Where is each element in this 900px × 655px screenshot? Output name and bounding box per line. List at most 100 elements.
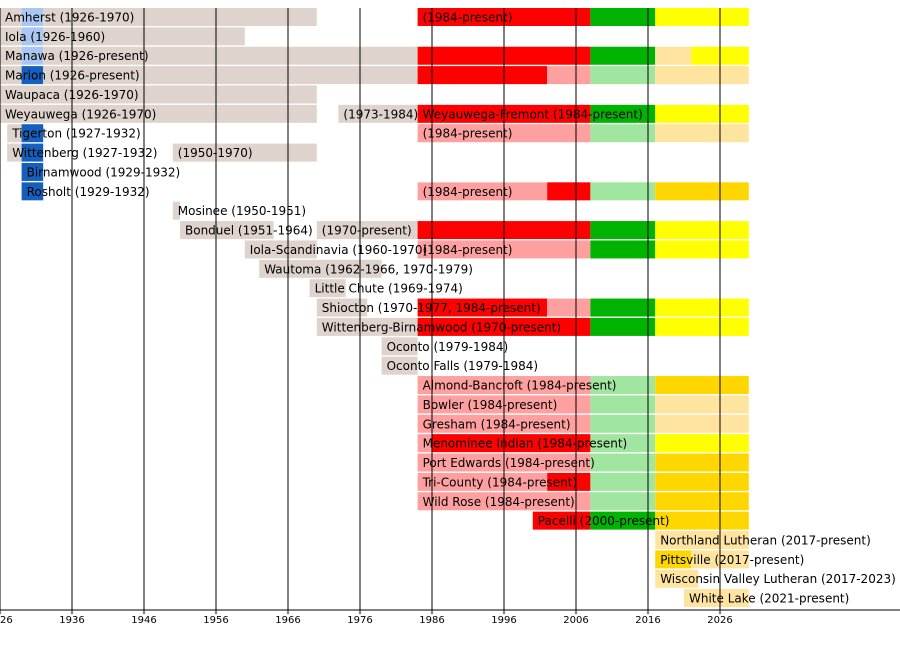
x-tick-label: 2016 — [635, 615, 660, 626]
segment — [655, 317, 749, 336]
segment — [381, 356, 418, 375]
segment — [655, 530, 749, 549]
segment — [590, 104, 656, 123]
segment-label: Tri-County (1984-present) — [422, 475, 578, 489]
segment — [172, 201, 180, 220]
x-tick-label: 1976 — [347, 615, 372, 626]
segment — [43, 8, 317, 26]
segment — [655, 124, 749, 143]
segment — [655, 66, 749, 85]
segment — [417, 182, 548, 201]
segment — [316, 221, 418, 240]
segment-label: (1984-present) — [423, 185, 513, 199]
segment — [655, 414, 749, 433]
segment — [590, 453, 656, 472]
segment — [590, 298, 656, 317]
segment-label: Amherst (1926-1970) — [5, 11, 134, 25]
segment — [7, 143, 22, 162]
segment-label: (1973-1984) — [343, 107, 418, 121]
grid — [0, 8, 900, 614]
segment — [547, 298, 591, 317]
segment-label: Wittenberg (1927-1932) — [12, 146, 157, 160]
segment — [655, 182, 749, 201]
segment-label: Almond-Bancroft (1984-present) — [423, 379, 617, 393]
segment-label: Rosholt (1929-1932) — [27, 185, 150, 199]
segment — [21, 124, 44, 143]
segment-label: Pittsville (2017-present) — [660, 553, 804, 567]
segment-label: Weyauwega-Fremont (1984-present) — [423, 107, 643, 121]
segment — [590, 240, 656, 259]
segment — [21, 66, 44, 85]
segment — [417, 434, 432, 453]
segment — [43, 46, 418, 65]
segment-label: Manawa (1926-present) — [5, 49, 149, 63]
segment — [180, 221, 274, 240]
segment — [655, 395, 749, 414]
segment — [309, 279, 346, 298]
labels: Amherst (1926-1970) (1984-present) Iola (1… — [0, 11, 896, 627]
segment — [590, 511, 656, 530]
segment — [590, 221, 656, 240]
segment — [417, 472, 548, 491]
segment — [590, 124, 656, 143]
segment-label: Oconto Falls (1979-1984) — [387, 359, 539, 373]
segment-label: Oconto (1979-1984) — [387, 340, 509, 354]
segment — [21, 8, 44, 26]
segment — [655, 550, 692, 569]
segment — [590, 182, 656, 201]
segment-label: Bowler (1984-present) — [423, 398, 558, 412]
segment-label: Bonduel (1951-1964) — [185, 224, 313, 238]
x-tick-label: 1956 — [203, 615, 228, 626]
x-tick-label: 1946 — [131, 615, 156, 626]
segment — [259, 259, 382, 278]
segment-label: Birnamwood (1929-1932) — [27, 165, 181, 179]
segment — [590, 414, 656, 433]
segment — [590, 376, 656, 395]
segment — [172, 143, 317, 162]
segment — [338, 104, 418, 123]
segment-label: Shiocton (1970-1977, 1984-present) — [322, 301, 541, 315]
segment — [590, 66, 656, 85]
segment-label: Menominee Indian (1984-present) — [423, 437, 628, 451]
segment — [244, 240, 317, 259]
segment — [655, 453, 749, 472]
segment-label: Weyauwega (1926-1970) — [5, 107, 156, 121]
segment-label: (1984-present) — [423, 11, 513, 25]
segment — [43, 66, 418, 85]
segment-label: Wautoma (1962-1966, 1970-1979) — [264, 262, 473, 276]
segment — [590, 472, 656, 491]
segment-label: Iola-Scandinavia (1960-1970) — [250, 243, 427, 257]
segment — [655, 221, 749, 240]
x-tick-label: 1926 — [0, 615, 13, 626]
segment — [21, 27, 44, 46]
segment — [590, 317, 656, 336]
x-tick-label: 1936 — [59, 615, 84, 626]
segment — [590, 8, 656, 26]
segment — [0, 8, 22, 26]
segment-label: Gresham (1984-present) — [423, 417, 571, 431]
segment — [590, 395, 656, 414]
segment — [21, 162, 44, 181]
segment — [590, 492, 656, 511]
segment — [655, 569, 699, 588]
segment-label: (1950-1970) — [178, 146, 253, 160]
segment — [655, 240, 749, 259]
segment — [590, 434, 656, 453]
segment — [655, 104, 749, 123]
segment — [547, 66, 591, 85]
x-tick-label: 1996 — [491, 615, 516, 626]
segment — [655, 8, 749, 26]
segment-label: Mosinee (1950-1951) — [178, 204, 306, 218]
segment — [432, 434, 591, 453]
segment — [655, 46, 692, 65]
segment — [21, 143, 44, 162]
segment-label: Port Edwards (1984-present) — [423, 456, 595, 470]
segment — [381, 337, 418, 356]
segment-label: Tigerton (1927-1932) — [11, 127, 140, 141]
x-tick-label: 1986 — [419, 615, 444, 626]
segment — [655, 492, 749, 511]
segment — [21, 46, 44, 65]
segment-label: Wild Rose (1984-present) — [423, 495, 575, 509]
segment — [21, 182, 44, 201]
segment — [7, 124, 22, 143]
